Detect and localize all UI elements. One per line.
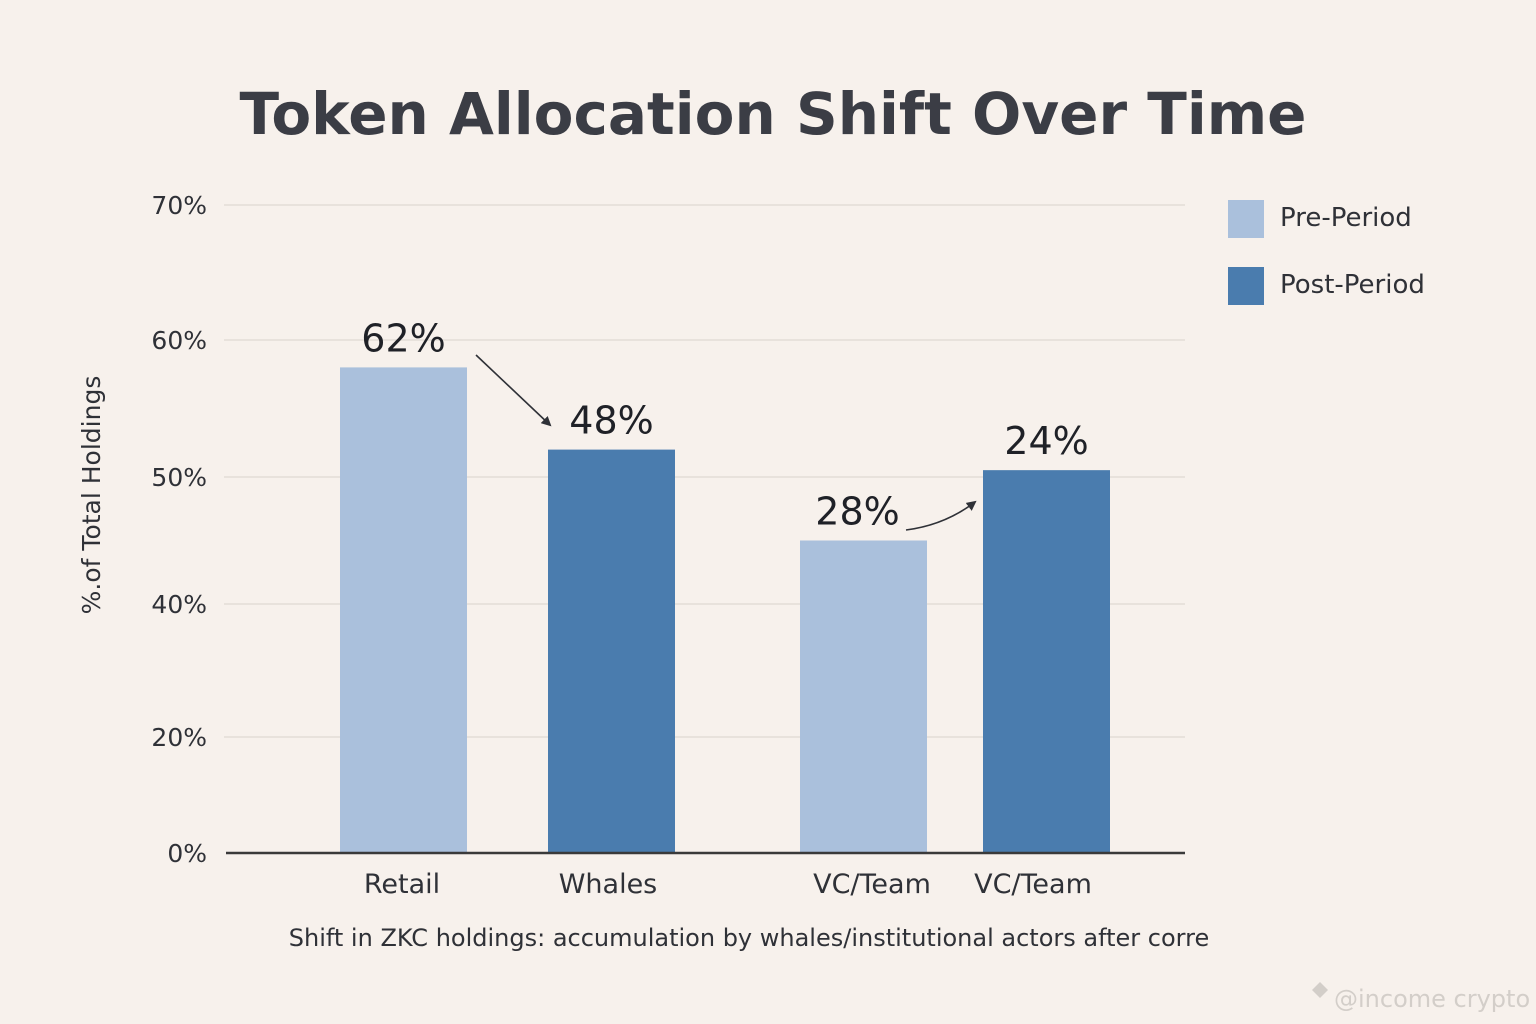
y-axis-ticks: 0% 20% 40% 50% 60% 70% bbox=[151, 191, 207, 868]
y-axis-title: %.of Total Holdings bbox=[77, 376, 106, 615]
legend-label: Pre-Period bbox=[1280, 203, 1412, 233]
binance-logo-icon bbox=[1312, 982, 1328, 998]
bar-data-label: 28% bbox=[815, 490, 899, 534]
y-tick-label: 0% bbox=[167, 839, 207, 868]
chart-caption: Shift in ZKC holdings: accumulation by w… bbox=[289, 924, 1209, 952]
bar-data-label: 62% bbox=[361, 316, 445, 360]
bar-vc-team-post-period bbox=[983, 470, 1110, 853]
y-tick-label: 40% bbox=[151, 590, 207, 619]
bar-whales-post-period bbox=[548, 449, 675, 853]
watermark-text: @income crypto bbox=[1334, 985, 1530, 1013]
x-category-label: Retail bbox=[364, 869, 440, 900]
legend-swatch bbox=[1228, 267, 1264, 305]
x-category-label: Whales bbox=[559, 869, 658, 900]
bar-data-label: 24% bbox=[1004, 419, 1088, 463]
bar-data-label: 48% bbox=[569, 399, 653, 443]
y-tick-label: 60% bbox=[151, 326, 207, 355]
legend-swatch bbox=[1228, 200, 1264, 238]
chart-title: Token Allocation Shift Over Time bbox=[239, 80, 1306, 148]
x-axis-categories: Retail Whales VC/Team VC/Team bbox=[364, 869, 1092, 900]
legend: Pre-Period Post-Period bbox=[1228, 200, 1425, 305]
x-category-label: VC/Team bbox=[974, 869, 1092, 900]
annotation-arrow-vcteam bbox=[905, 500, 977, 531]
legend-label: Post-Period bbox=[1280, 270, 1425, 300]
bars bbox=[340, 367, 1110, 853]
x-category-label: VC/Team bbox=[813, 869, 931, 900]
bar-retail-pre-period bbox=[340, 367, 467, 853]
watermark: @income crypto bbox=[1312, 982, 1530, 1013]
bar-vc-team-pre-period bbox=[800, 540, 927, 853]
y-tick-label: 20% bbox=[151, 723, 207, 752]
y-tick-label: 70% bbox=[151, 191, 207, 220]
y-tick-label: 50% bbox=[151, 463, 207, 492]
annotation-arrow-retail-to-whales bbox=[475, 354, 552, 427]
data-labels: 62% 48% 28% 24% bbox=[361, 316, 1088, 533]
